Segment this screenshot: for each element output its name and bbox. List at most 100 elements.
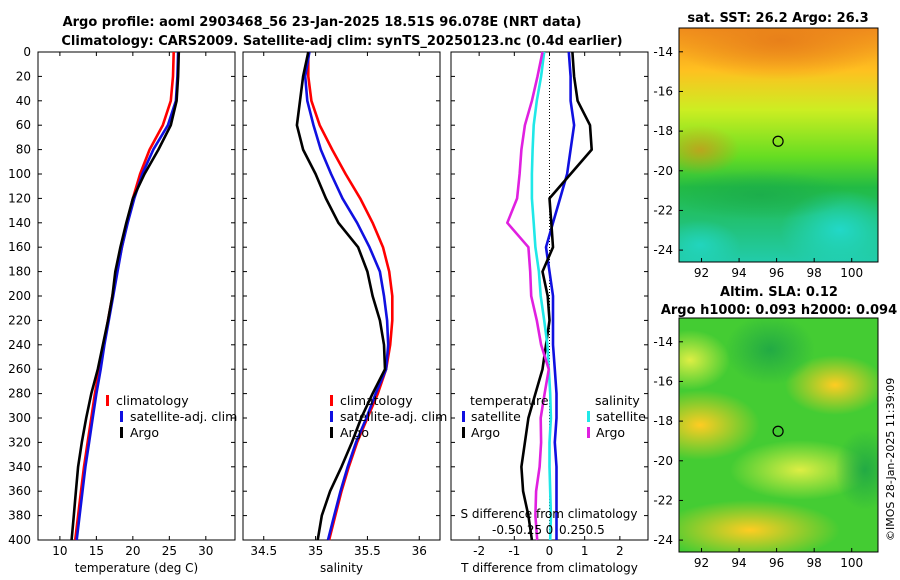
map-x-tick-label: 92 — [694, 556, 709, 570]
legend-swatch-satellite — [120, 411, 123, 422]
series-line-satellite-adj-clim — [303, 51, 390, 541]
legend-label-sal-argo: Argo — [596, 425, 625, 440]
legend-label-argo: Argo — [130, 425, 159, 440]
legend-label-temp-satellite: satellite — [471, 409, 521, 424]
depth-tick-label: 300 — [8, 411, 31, 425]
depth-tick-label: 320 — [8, 435, 31, 449]
depth-tick-label: 60 — [16, 118, 31, 132]
sla-high-patch — [785, 355, 878, 415]
x-tick-label: -2 — [473, 544, 485, 558]
sst-y-tick-labels: -14 -16 -18 -20 -22 -24 — [653, 45, 683, 257]
depth-tick-label: 100 — [8, 167, 31, 181]
sla-map-title-line1: Altim. SLA: 0.12 — [720, 285, 838, 300]
depth-tick-label: 160 — [8, 240, 31, 254]
map-x-tick-label: 98 — [807, 556, 822, 570]
x-tick-label: 30 — [198, 544, 213, 558]
legend-label-climatology: climatology — [340, 393, 413, 408]
sla-map: Altim. SLA: 0.12 Argo h1000: 0.093 h2000… — [653, 285, 897, 570]
s-difference-tick-labels: -0.5-0.25 0 0.25 0.5 — [492, 523, 605, 537]
x-axis-label: T difference from climatology — [460, 561, 638, 575]
difference-profile-plot: -2 -1 0 1 2 T difference from climatology — [450, 51, 649, 575]
map-x-tick-label: 96 — [769, 266, 784, 280]
s-diff-tick-label: -0.5 — [492, 523, 515, 537]
x-tick-label: 10 — [52, 544, 67, 558]
sst-map: sat. SST: 26.2 Argo: 26.3 92 94 96 98 100 -1… — [653, 11, 879, 280]
legend-title-salinity: salinity — [595, 393, 640, 408]
map-y-tick-label: -14 — [653, 335, 673, 349]
depth-tick-label: 180 — [8, 265, 31, 279]
x-tick-label: 0 — [546, 544, 554, 558]
sst-dark-patch — [679, 170, 850, 220]
x-tick-label: 25 — [162, 544, 177, 558]
legend-swatch-climatology — [106, 395, 109, 406]
legend-swatch-satellite — [330, 411, 333, 422]
map-y-tick-label: -16 — [653, 84, 673, 98]
map-y-tick-label: -18 — [653, 414, 673, 428]
map-x-tick-label: 96 — [769, 556, 784, 570]
map-y-tick-label: -14 — [653, 45, 673, 59]
difference-legend: temperature satellite Argo salinity sate… — [462, 393, 646, 440]
sst-x-tick-labels: 92 94 96 98 100 — [694, 258, 863, 280]
x-axis-label: salinity — [320, 561, 363, 575]
map-y-tick-label: -16 — [653, 374, 673, 388]
legend-swatch-temp-argo — [462, 427, 465, 438]
legend-swatch-temp-satellite — [462, 411, 465, 422]
x-tick-label: 35.5 — [354, 544, 381, 558]
sst-cool-patch — [679, 220, 740, 262]
map-x-tick-label: 92 — [694, 266, 709, 280]
map-x-tick-label: 94 — [731, 556, 746, 570]
sla-low-patch — [835, 430, 878, 510]
sla-x-tick-labels: 92 94 96 98 100 — [694, 548, 863, 570]
legend-label-climatology: climatology — [116, 393, 189, 408]
depth-tick-label: 0 — [23, 45, 31, 59]
map-x-tick-label: 100 — [840, 556, 863, 570]
legend-label-temp-argo: Argo — [471, 425, 500, 440]
s-diff-tick-label: -0.25 — [511, 523, 542, 537]
depth-tick-label: 400 — [8, 533, 31, 547]
map-y-tick-label: -20 — [653, 164, 673, 178]
figure-title-line1: Argo profile: aoml 2903468_56 23-Jan-202… — [63, 15, 582, 30]
x-tick-label: 34.5 — [250, 544, 277, 558]
salinity-profile-plot: 34.5 35 35.5 36 salinity — [242, 51, 441, 575]
map-y-tick-label: -20 — [653, 454, 673, 468]
depth-tick-label: 40 — [16, 94, 31, 108]
legend-swatch-argo — [330, 427, 333, 438]
depth-tick-label: 220 — [8, 313, 31, 327]
s-diff-tick-label: 0.25 — [559, 523, 586, 537]
legend-swatch-sal-satellite — [587, 411, 590, 422]
series-line-temperature-satellite — [544, 51, 576, 540]
sla-argo-marker — [772, 425, 784, 437]
map-x-tick-label: 98 — [807, 266, 822, 280]
depth-tick-label: 260 — [8, 362, 31, 376]
x-axis-label: temperature (deg C) — [75, 561, 198, 575]
series-line-salinity-satellite — [530, 51, 553, 541]
x-tick-label: -1 — [508, 544, 520, 558]
sla-mid-patch — [679, 330, 730, 390]
s-difference-label: S difference from climatology — [461, 507, 638, 521]
sst-warm-patch — [679, 125, 740, 175]
sla-y-tick-labels: -14 -16 -18 -20 -22 -24 — [653, 335, 683, 547]
depth-tick-label: 140 — [8, 216, 31, 230]
map-y-tick-label: -24 — [653, 533, 673, 547]
x-tick-label: 1 — [581, 544, 589, 558]
map-y-tick-label: -24 — [653, 243, 673, 257]
map-y-tick-label: -22 — [653, 203, 673, 217]
s-diff-tick-label: 0.5 — [586, 523, 605, 537]
depth-tick-label: 380 — [8, 509, 31, 523]
depth-tick-label: 240 — [8, 338, 31, 352]
map-x-tick-label: 100 — [840, 266, 863, 280]
sla-high-patch — [679, 390, 760, 460]
map-y-tick-label: -22 — [653, 493, 673, 507]
sst-map-frame — [678, 27, 879, 263]
temperature-legend: climatology satellite-adj. clim Argo — [106, 393, 237, 440]
s-diff-tick-label: 0 — [546, 523, 554, 537]
sla-low-patch — [725, 318, 815, 385]
legend-swatch-climatology — [330, 395, 333, 406]
figure-title-line2: Climatology: CARS2009. Satellite-adj cli… — [61, 34, 622, 49]
depth-axis-labels: 0 20 40 60 80 100 120 140 160 180 200 220 240 260 280 3… — [8, 45, 31, 547]
axes-frame — [37, 51, 236, 541]
x-tick-label: 15 — [89, 544, 104, 558]
depth-tick-label: 20 — [16, 69, 31, 83]
